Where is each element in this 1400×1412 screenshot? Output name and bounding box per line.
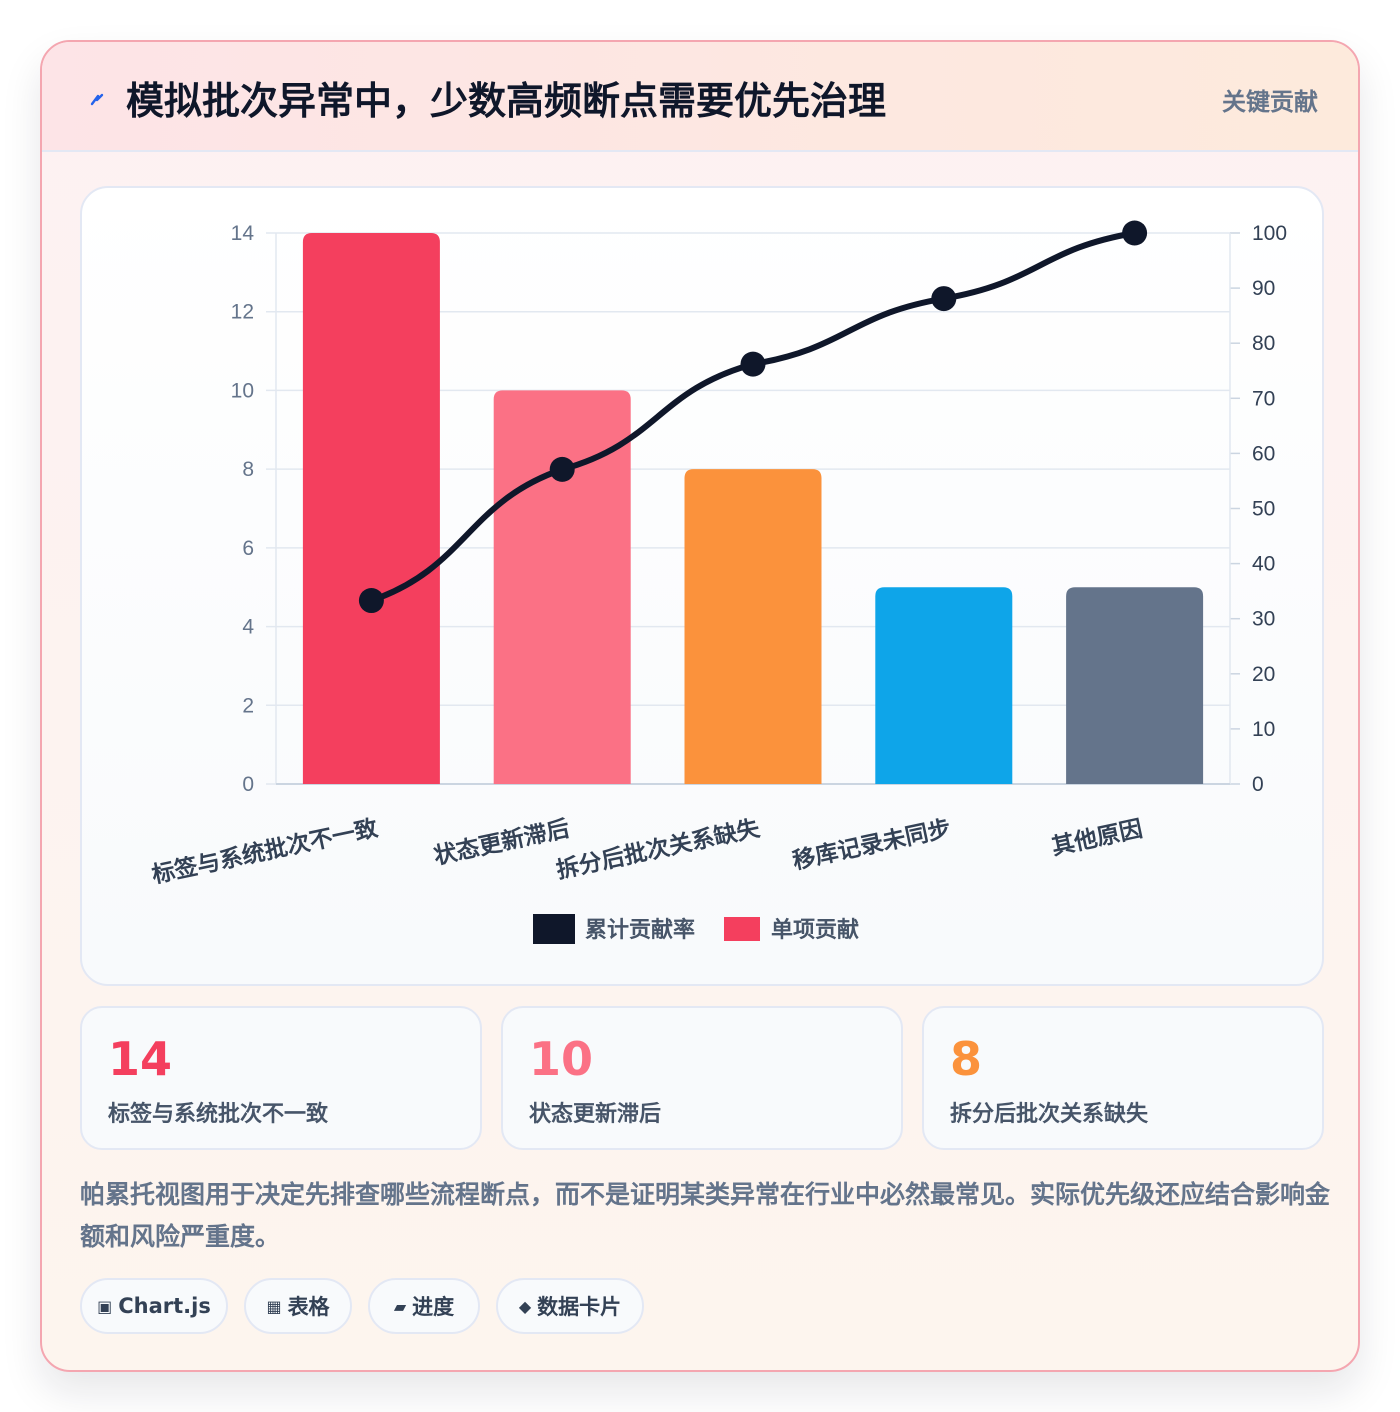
chip-label: Chart.js: [118, 1294, 211, 1318]
stat-value: 8: [950, 1032, 983, 1086]
report-card: 模拟批次异常中，少数高频断点需要优先治理 关键贡献 0 2 4 6 8 10 12 14 0 10…: [40, 40, 1360, 1372]
y-right-tick-label: 90: [1252, 277, 1275, 300]
y-left-tick-label: 14: [231, 222, 255, 245]
stat-label: 标签与系统批次不一致: [108, 1102, 329, 1127]
y-left-tick-label: 10: [231, 379, 254, 402]
x-tick-label: 移库记录未同步: [790, 816, 953, 875]
diamond-icon: ◆: [518, 1296, 532, 1316]
legend-label: 累计贡献率: [585, 917, 695, 943]
chart-panel: 0 2 4 6 8 10 12 14 0 10 20 30 40 50 60 70 80 90 100 标签与系统批次…: [80, 186, 1324, 986]
bar: [302, 233, 440, 784]
y-right-tick-label: 70: [1252, 387, 1275, 410]
progress-icon: ▰: [393, 1296, 407, 1316]
chip-table[interactable]: ▦ 表格: [244, 1278, 352, 1334]
stat-card: 8 拆分后批次关系缺失: [922, 1006, 1324, 1150]
y-left-tick-label: 6: [242, 537, 254, 560]
header-tag: 关键贡献: [1222, 88, 1318, 116]
chip-data-card[interactable]: ◆ 数据卡片: [496, 1278, 644, 1334]
bar: [684, 469, 822, 784]
stat-label: 拆分后批次关系缺失: [950, 1102, 1149, 1127]
y-right-tick-label: 50: [1252, 498, 1275, 521]
y-right-tick-label: 100: [1252, 222, 1287, 245]
y-left-tick-label: 2: [242, 694, 254, 717]
x-tick-label: 标签与系统批次不一致: [150, 814, 382, 888]
square-icon: ▣: [97, 1296, 113, 1316]
table-icon: ▦: [266, 1296, 282, 1316]
chip-label: 表格: [287, 1295, 330, 1319]
line-point: [931, 286, 957, 312]
y-right-tick-label: 40: [1252, 553, 1275, 576]
y-right-tick-label: 10: [1252, 718, 1275, 741]
x-tick-label: 其他原因: [1049, 816, 1144, 861]
line-point: [549, 456, 575, 482]
footnote: 帕累托视图用于决定先排查哪些流程断点，而不是证明某类异常在行业中必然最常见。实际…: [80, 1180, 1331, 1251]
chip-label: 进度: [412, 1295, 455, 1319]
y-right-tick-label: 30: [1252, 608, 1275, 631]
y-left-tick-label: 4: [242, 616, 254, 639]
x-tick-label: 拆分后批次关系缺失: [554, 814, 763, 884]
y-right-tick-label: 80: [1252, 332, 1275, 355]
stat-label: 状态更新滞后: [529, 1102, 662, 1127]
y-left-tick-label: 0: [242, 773, 254, 796]
legend-swatch: [724, 917, 760, 941]
y-right-tick-label: 60: [1252, 442, 1275, 465]
pareto-chart: 0 2 4 6 8 10 12 14 0 10 20 30 40 50 60 70 80 90 100 标签与系统批次…: [150, 220, 1287, 944]
line-point: [740, 351, 766, 377]
y-left-tick-label: 8: [242, 458, 254, 481]
bar: [1066, 587, 1204, 784]
stat-card: 14 标签与系统批次不一致: [80, 1006, 482, 1150]
stat-value: 14: [108, 1032, 173, 1086]
page-title: 模拟批次异常中，少数高频断点需要优先治理: [126, 79, 887, 123]
bar: [493, 390, 631, 784]
stat-value: 10: [529, 1032, 594, 1086]
bar: [875, 587, 1013, 784]
card-header: 模拟批次异常中，少数高频断点需要优先治理 关键贡献: [42, 42, 1358, 152]
chip-progress[interactable]: ▰ 进度: [368, 1278, 480, 1334]
legend-swatch: [533, 914, 575, 944]
legend-label: 单项贡献: [771, 917, 859, 943]
y-right-tick-label: 20: [1252, 663, 1275, 686]
chip-label: 数据卡片: [537, 1295, 622, 1319]
y-left-tick-label: 12: [231, 301, 254, 324]
stat-card: 10 状态更新滞后: [501, 1006, 903, 1150]
line-point: [358, 588, 384, 614]
lightning-icon: [90, 93, 104, 106]
y-right-tick-label: 0: [1252, 773, 1264, 796]
x-tick-label: 状态更新滞后: [431, 815, 572, 870]
line-point: [1122, 220, 1148, 246]
chip-chartjs[interactable]: ▣ Chart.js: [80, 1278, 228, 1334]
